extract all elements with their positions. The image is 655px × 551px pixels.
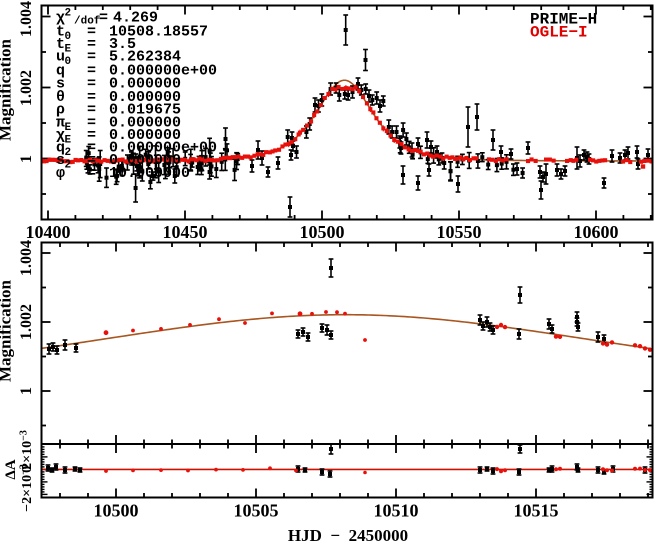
svg-text:Magnification: Magnification bbox=[0, 38, 15, 141]
svg-text:10510: 10510 bbox=[374, 501, 419, 521]
svg-text:E: E bbox=[65, 43, 72, 55]
svg-text:=: = bbox=[87, 101, 96, 118]
svg-text:0.000000: 0.000000 bbox=[109, 75, 181, 92]
svg-text:0.000000: 0.000000 bbox=[109, 114, 181, 131]
svg-text:10.000000: 10.000000 bbox=[109, 165, 190, 182]
svg-text:1: 1 bbox=[18, 387, 35, 395]
svg-text:=: = bbox=[87, 89, 96, 106]
svg-text:10600: 10600 bbox=[574, 222, 619, 242]
svg-text:0.019675: 0.019675 bbox=[109, 101, 181, 118]
svg-text:10550: 10550 bbox=[437, 222, 482, 242]
svg-text:χ: χ bbox=[56, 10, 65, 27]
svg-text:=: = bbox=[87, 23, 96, 40]
svg-text:=: = bbox=[87, 36, 96, 53]
svg-text:1: 1 bbox=[18, 155, 35, 163]
svg-text:10400: 10400 bbox=[26, 222, 71, 242]
svg-text:10500: 10500 bbox=[300, 222, 345, 242]
svg-text:=: = bbox=[87, 165, 96, 182]
svg-text:t: t bbox=[56, 23, 65, 40]
svg-text:10515: 10515 bbox=[514, 501, 559, 521]
svg-text:0.000000: 0.000000 bbox=[109, 152, 181, 169]
svg-text:χ: χ bbox=[56, 127, 65, 144]
svg-text:θ: θ bbox=[56, 89, 65, 106]
svg-text:E: E bbox=[65, 122, 72, 134]
svg-text:Magnification: Magnification bbox=[0, 279, 15, 382]
svg-text:0.000000e+00: 0.000000e+00 bbox=[109, 139, 217, 156]
svg-text:u: u bbox=[56, 49, 65, 66]
svg-text:=: = bbox=[87, 127, 96, 144]
svg-text:PRIME−H: PRIME−H bbox=[530, 11, 597, 29]
svg-text:=: = bbox=[87, 139, 96, 156]
svg-text:1.004: 1.004 bbox=[18, 240, 35, 276]
svg-text:4.269: 4.269 bbox=[113, 10, 158, 27]
svg-text:s: s bbox=[56, 75, 65, 92]
svg-text:2: 2 bbox=[65, 147, 72, 159]
svg-text:HJD − 2450000: HJD − 2450000 bbox=[288, 526, 408, 545]
svg-text:10505: 10505 bbox=[234, 501, 279, 521]
svg-text:OGLE−I: OGLE−I bbox=[530, 24, 588, 42]
svg-text:q: q bbox=[56, 63, 65, 80]
svg-text:10450: 10450 bbox=[163, 222, 208, 242]
svg-text:0.000000: 0.000000 bbox=[109, 89, 181, 106]
svg-text:π: π bbox=[56, 114, 65, 131]
svg-text:0: 0 bbox=[65, 56, 72, 68]
svg-text:−2×10−3: −2×10−3 bbox=[19, 464, 36, 512]
svg-text:10500: 10500 bbox=[94, 501, 139, 521]
svg-text:φ: φ bbox=[56, 165, 65, 182]
svg-text:=: = bbox=[87, 49, 96, 66]
svg-text:s: s bbox=[56, 152, 65, 169]
svg-text:t: t bbox=[56, 36, 65, 53]
svg-text:E: E bbox=[65, 135, 72, 147]
svg-text:=: = bbox=[87, 63, 96, 80]
svg-text:1.002: 1.002 bbox=[18, 70, 35, 106]
svg-text:=: = bbox=[87, 152, 96, 169]
svg-text:0: 0 bbox=[65, 31, 72, 43]
svg-text:1.004: 1.004 bbox=[18, 1, 35, 37]
svg-text:0: 0 bbox=[20, 466, 35, 473]
svg-text:=: = bbox=[87, 75, 96, 92]
svg-text:3.5: 3.5 bbox=[109, 36, 136, 53]
svg-text:2: 2 bbox=[65, 8, 72, 20]
svg-text:q: q bbox=[56, 139, 65, 156]
svg-text:=: = bbox=[99, 10, 108, 27]
svg-text:1.002: 1.002 bbox=[18, 304, 35, 340]
svg-text:/dof: /dof bbox=[74, 16, 101, 28]
svg-text:5.262384: 5.262384 bbox=[109, 49, 181, 66]
svg-text:ΔA: ΔA bbox=[3, 459, 19, 479]
svg-text:ρ: ρ bbox=[56, 101, 65, 118]
svg-text:0.000000: 0.000000 bbox=[109, 127, 181, 144]
svg-text:=: = bbox=[87, 114, 96, 131]
svg-text:2: 2 bbox=[65, 160, 72, 172]
svg-text:0.000000e+00: 0.000000e+00 bbox=[109, 63, 217, 80]
svg-text:10508.18557: 10508.18557 bbox=[109, 23, 208, 40]
